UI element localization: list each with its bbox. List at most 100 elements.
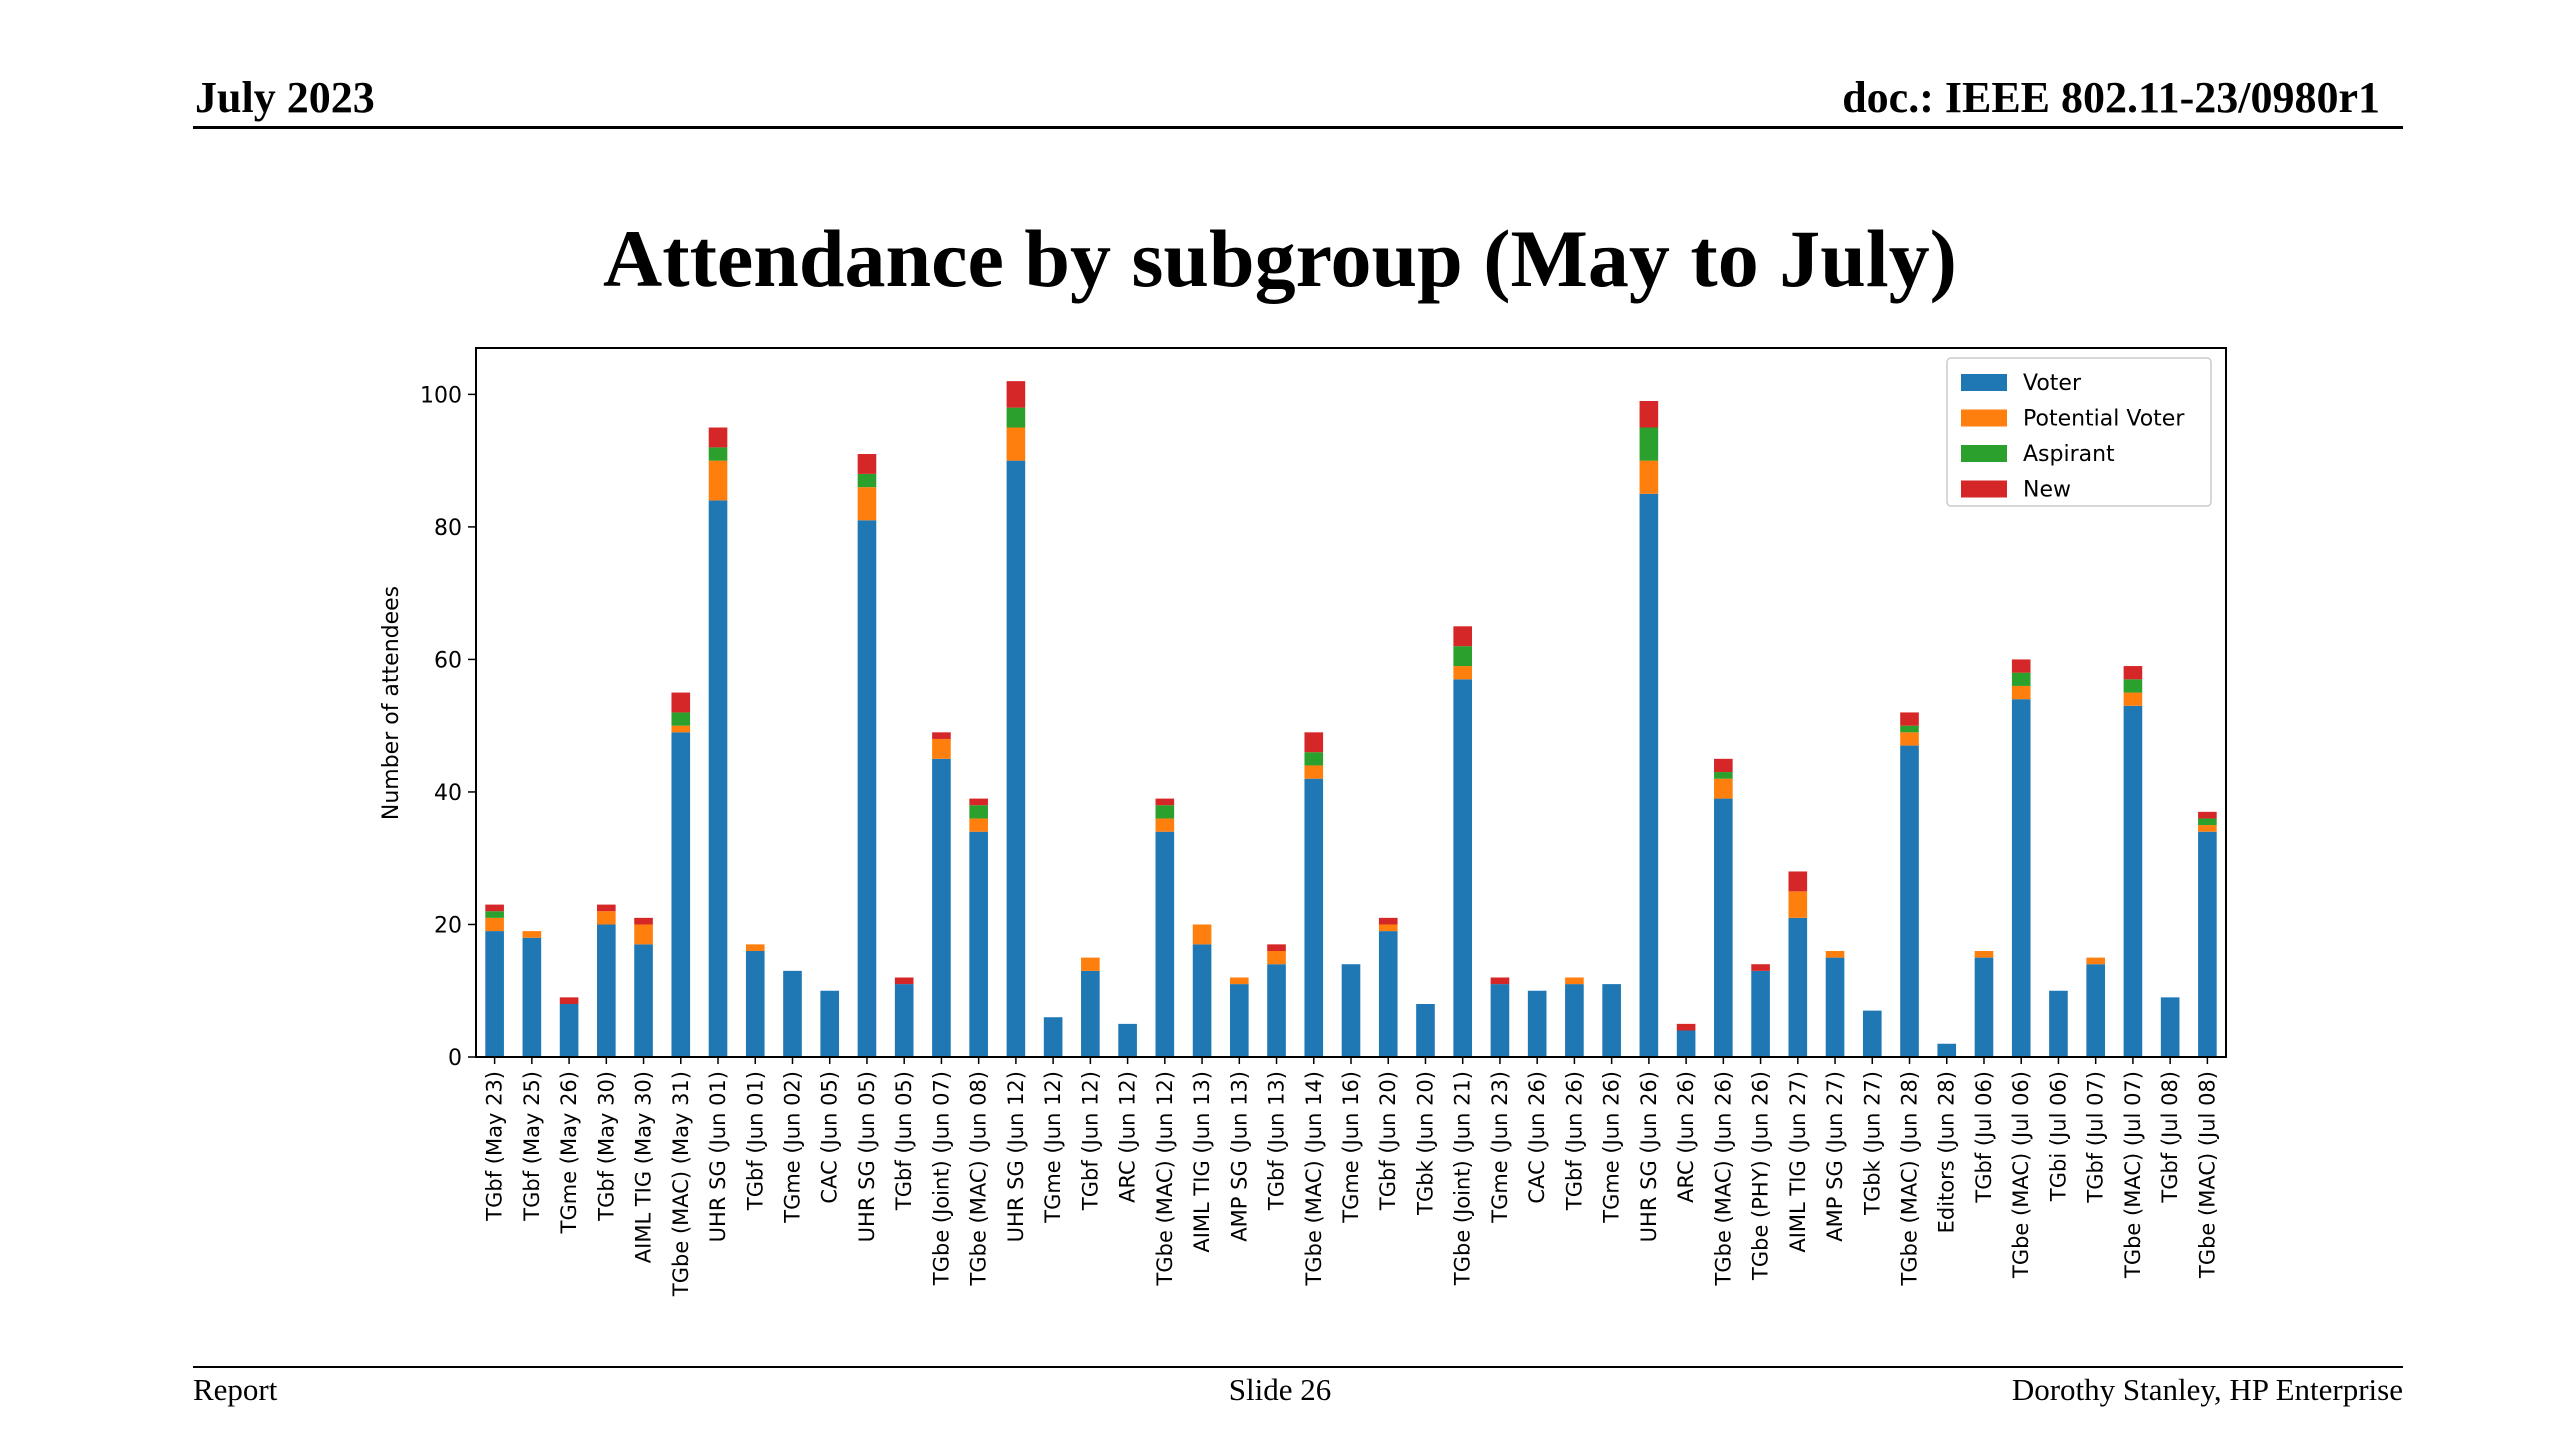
bar-segment-new bbox=[2123, 666, 2143, 680]
bar-segment-potential-voter bbox=[1304, 765, 1324, 779]
bar-segment-new bbox=[634, 917, 653, 925]
bar-segment-voter bbox=[1341, 964, 1361, 1057]
bar-segment-voter bbox=[1304, 778, 1324, 1057]
bar-segment-voter bbox=[783, 970, 802, 1057]
bar-segment-new bbox=[1267, 944, 1286, 951]
x-tick-label: TGbe (Joint) (Jun 21) bbox=[1451, 1071, 1475, 1286]
bar-segment-new bbox=[671, 692, 691, 713]
bar-segment-new bbox=[1714, 758, 1733, 773]
legend-swatch bbox=[1961, 445, 2007, 462]
bar-segment-voter bbox=[1639, 493, 1659, 1057]
x-tick-label: TGbf (Jun 01) bbox=[743, 1071, 767, 1211]
bar-segment-voter bbox=[1974, 957, 1994, 1057]
bar-segment-potential-voter bbox=[932, 738, 951, 759]
bar-segment-potential-voter bbox=[2086, 957, 2105, 965]
x-tick-label: TGbf (Jun 05) bbox=[892, 1071, 916, 1211]
bar-segment-voter bbox=[1676, 1030, 1696, 1057]
bar-segment-aspirant bbox=[2123, 679, 2143, 693]
y-axis-label: Number of attendees bbox=[379, 586, 404, 820]
x-tick-label: TGbf (May 30) bbox=[594, 1071, 618, 1222]
bar-segment-new bbox=[932, 732, 951, 739]
bar-segment-potential-voter bbox=[969, 818, 988, 832]
x-tick-label: AIML TIG (Jun 13) bbox=[1190, 1071, 1214, 1253]
x-tick-label: TGme (Jun 23) bbox=[1488, 1071, 1512, 1224]
bar-segment-voter bbox=[671, 732, 691, 1057]
bar-segment-voter bbox=[559, 1003, 579, 1057]
x-tick-label: TGbe (MAC) (Jun 28) bbox=[1898, 1071, 1922, 1286]
bar-segment-new bbox=[1378, 917, 1398, 925]
bar-segment-aspirant bbox=[1304, 752, 1324, 766]
bar-segment-new bbox=[708, 427, 728, 448]
x-tick-label: TGbf (Jun 26) bbox=[1562, 1071, 1586, 1211]
bar-segment-potential-voter bbox=[597, 911, 616, 925]
bar-segment-voter bbox=[1937, 1043, 1957, 1057]
y-tick-label: 100 bbox=[420, 383, 462, 408]
bar-segment-voter bbox=[1453, 679, 1473, 1057]
x-tick-label: AMP SG (Jun 13) bbox=[1227, 1071, 1251, 1242]
bar-segment-aspirant bbox=[2011, 672, 2031, 686]
x-tick-label: TGbe (MAC) (Jun 26) bbox=[1711, 1071, 1735, 1286]
x-tick-label: TGbf (Jun 13) bbox=[1265, 1071, 1289, 1211]
x-tick-label: TGbk (Jun 27) bbox=[1860, 1071, 1884, 1216]
bar-segment-voter bbox=[1825, 957, 1845, 1057]
bar-segment-voter bbox=[932, 758, 951, 1057]
bar-segment-voter bbox=[522, 937, 542, 1057]
bar-segment-new bbox=[1639, 401, 1659, 428]
bar-segment-potential-voter bbox=[1229, 977, 1249, 985]
x-tick-label: TGbf (Jul 06) bbox=[1972, 1071, 1996, 1204]
bar-segment-aspirant bbox=[857, 473, 877, 488]
bar-segment-voter bbox=[1714, 798, 1733, 1057]
bar-segment-voter bbox=[1490, 984, 1510, 1057]
bar-segment-aspirant bbox=[1006, 407, 1026, 428]
x-axis: TGbf (May 23) TGbf (May 25) TGme (May 26) T… bbox=[483, 1057, 2219, 1297]
bar-segment-voter bbox=[1416, 1003, 1435, 1057]
bar-segment-potential-voter bbox=[1006, 427, 1026, 461]
y-tick-label: 80 bbox=[434, 516, 462, 541]
plot-frame bbox=[475, 347, 2227, 1058]
x-tick-label: TGme (Jun 02) bbox=[780, 1071, 804, 1224]
legend: Voter Potential Voter Aspirant New bbox=[1946, 357, 2212, 507]
footer-left: Report bbox=[193, 1372, 278, 1407]
bar-segment-voter bbox=[1788, 917, 1808, 1057]
bar-segment-voter bbox=[1862, 1010, 1882, 1057]
x-tick-label: TGbf (Jun 20) bbox=[1376, 1071, 1400, 1211]
bar-segment-new bbox=[1788, 871, 1808, 892]
bar-segment-potential-voter bbox=[1155, 818, 1175, 832]
bar-segment-aspirant bbox=[1155, 805, 1175, 819]
x-tick-label: TGme (May 26) bbox=[557, 1071, 581, 1234]
bar-segment-potential-voter bbox=[1900, 732, 1919, 746]
legend-swatch bbox=[1961, 409, 2007, 427]
bar-segment-aspirant bbox=[708, 447, 728, 461]
x-tick-label: TGme (Jun 16) bbox=[1339, 1071, 1363, 1224]
bar-segment-aspirant bbox=[1714, 772, 1733, 779]
bar-segment-voter bbox=[708, 500, 728, 1057]
bar-segment-voter bbox=[2123, 705, 2143, 1057]
bar-segment-potential-voter bbox=[1081, 957, 1100, 971]
x-tick-label: TGbe (MAC) (Jun 14) bbox=[1302, 1071, 1326, 1286]
bar-segment-new bbox=[1751, 964, 1770, 971]
bar-segment-potential-voter bbox=[1192, 924, 1212, 945]
header-date: July 2023 bbox=[195, 73, 375, 122]
x-tick-label: TGbf (Jul 08) bbox=[2158, 1071, 2182, 1204]
bar-segment-voter bbox=[894, 984, 914, 1057]
bar-segment-potential-voter bbox=[671, 725, 691, 733]
bar-segment-new bbox=[1006, 381, 1026, 408]
bar-segment-new bbox=[2198, 811, 2217, 819]
y-tick-label: 0 bbox=[448, 1046, 462, 1071]
bar-segment-potential-voter bbox=[1714, 778, 1733, 799]
x-tick-label: UHR SG (Jun 12) bbox=[1004, 1071, 1028, 1242]
bar-segment-voter bbox=[634, 944, 653, 1057]
bar-segment-new bbox=[1490, 977, 1510, 985]
bar-segment-voter bbox=[857, 520, 877, 1057]
bar-segment-voter bbox=[1192, 944, 1212, 1057]
legend-box bbox=[1946, 357, 2212, 507]
bar-segment-voter bbox=[1267, 964, 1286, 1057]
bar-segment-voter bbox=[1527, 990, 1547, 1057]
bar-segment-aspirant bbox=[1900, 725, 1919, 733]
legend-label: New bbox=[2023, 478, 2071, 503]
footer-author: Dorothy Stanley, HP Enterprise bbox=[2011, 1372, 2403, 1407]
bar-segment-potential-voter bbox=[1788, 891, 1808, 918]
x-tick-label: UHR SG (Jun 05) bbox=[855, 1071, 879, 1242]
x-tick-label: TGbe (MAC) (Jul 06) bbox=[2009, 1071, 2033, 1279]
